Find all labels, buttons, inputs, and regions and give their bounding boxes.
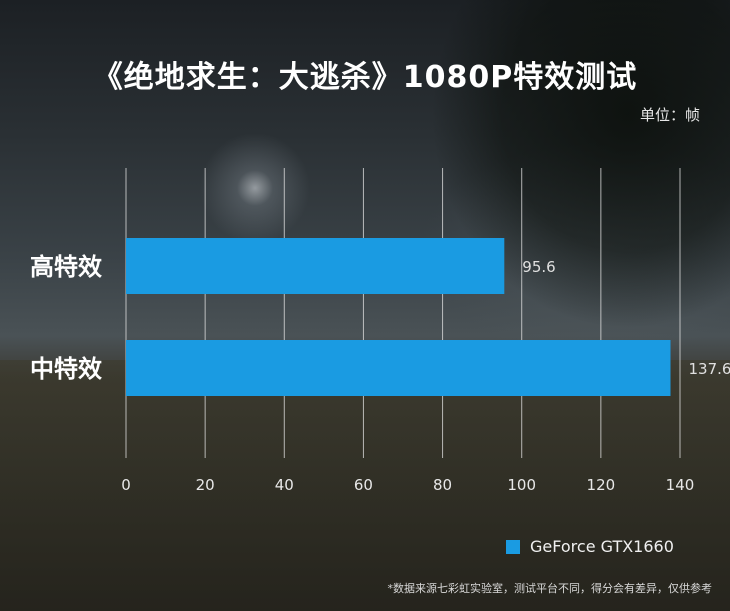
x-tick-label: 80 xyxy=(433,476,452,494)
bar xyxy=(126,340,671,396)
legend: GeForce GTX1660 xyxy=(506,537,674,556)
category-label: 中特效 xyxy=(30,355,102,383)
category-label: 高特效 xyxy=(30,253,102,281)
chart-title: 《绝地求生：大逃杀》1080P特效测试 xyxy=(92,60,638,95)
x-tick-label: 140 xyxy=(666,476,695,494)
value-label: 137.6 xyxy=(689,360,730,378)
legend-label: GeForce GTX1660 xyxy=(530,537,674,556)
x-tick-label: 60 xyxy=(354,476,373,494)
x-tick-label: 20 xyxy=(196,476,215,494)
x-tick-label: 120 xyxy=(587,476,616,494)
footnote: *数据来源七彩虹实验室，测试平台不同，得分会有差异，仅供参考 xyxy=(387,582,713,595)
x-tick-label: 0 xyxy=(121,476,131,494)
bar xyxy=(126,238,505,294)
x-tick-label: 40 xyxy=(275,476,294,494)
background-ground xyxy=(0,360,730,611)
value-label: 95.6 xyxy=(522,258,555,276)
unit-label: 单位：帧 xyxy=(639,106,700,124)
x-tick-label: 100 xyxy=(507,476,536,494)
legend-swatch xyxy=(506,539,520,554)
